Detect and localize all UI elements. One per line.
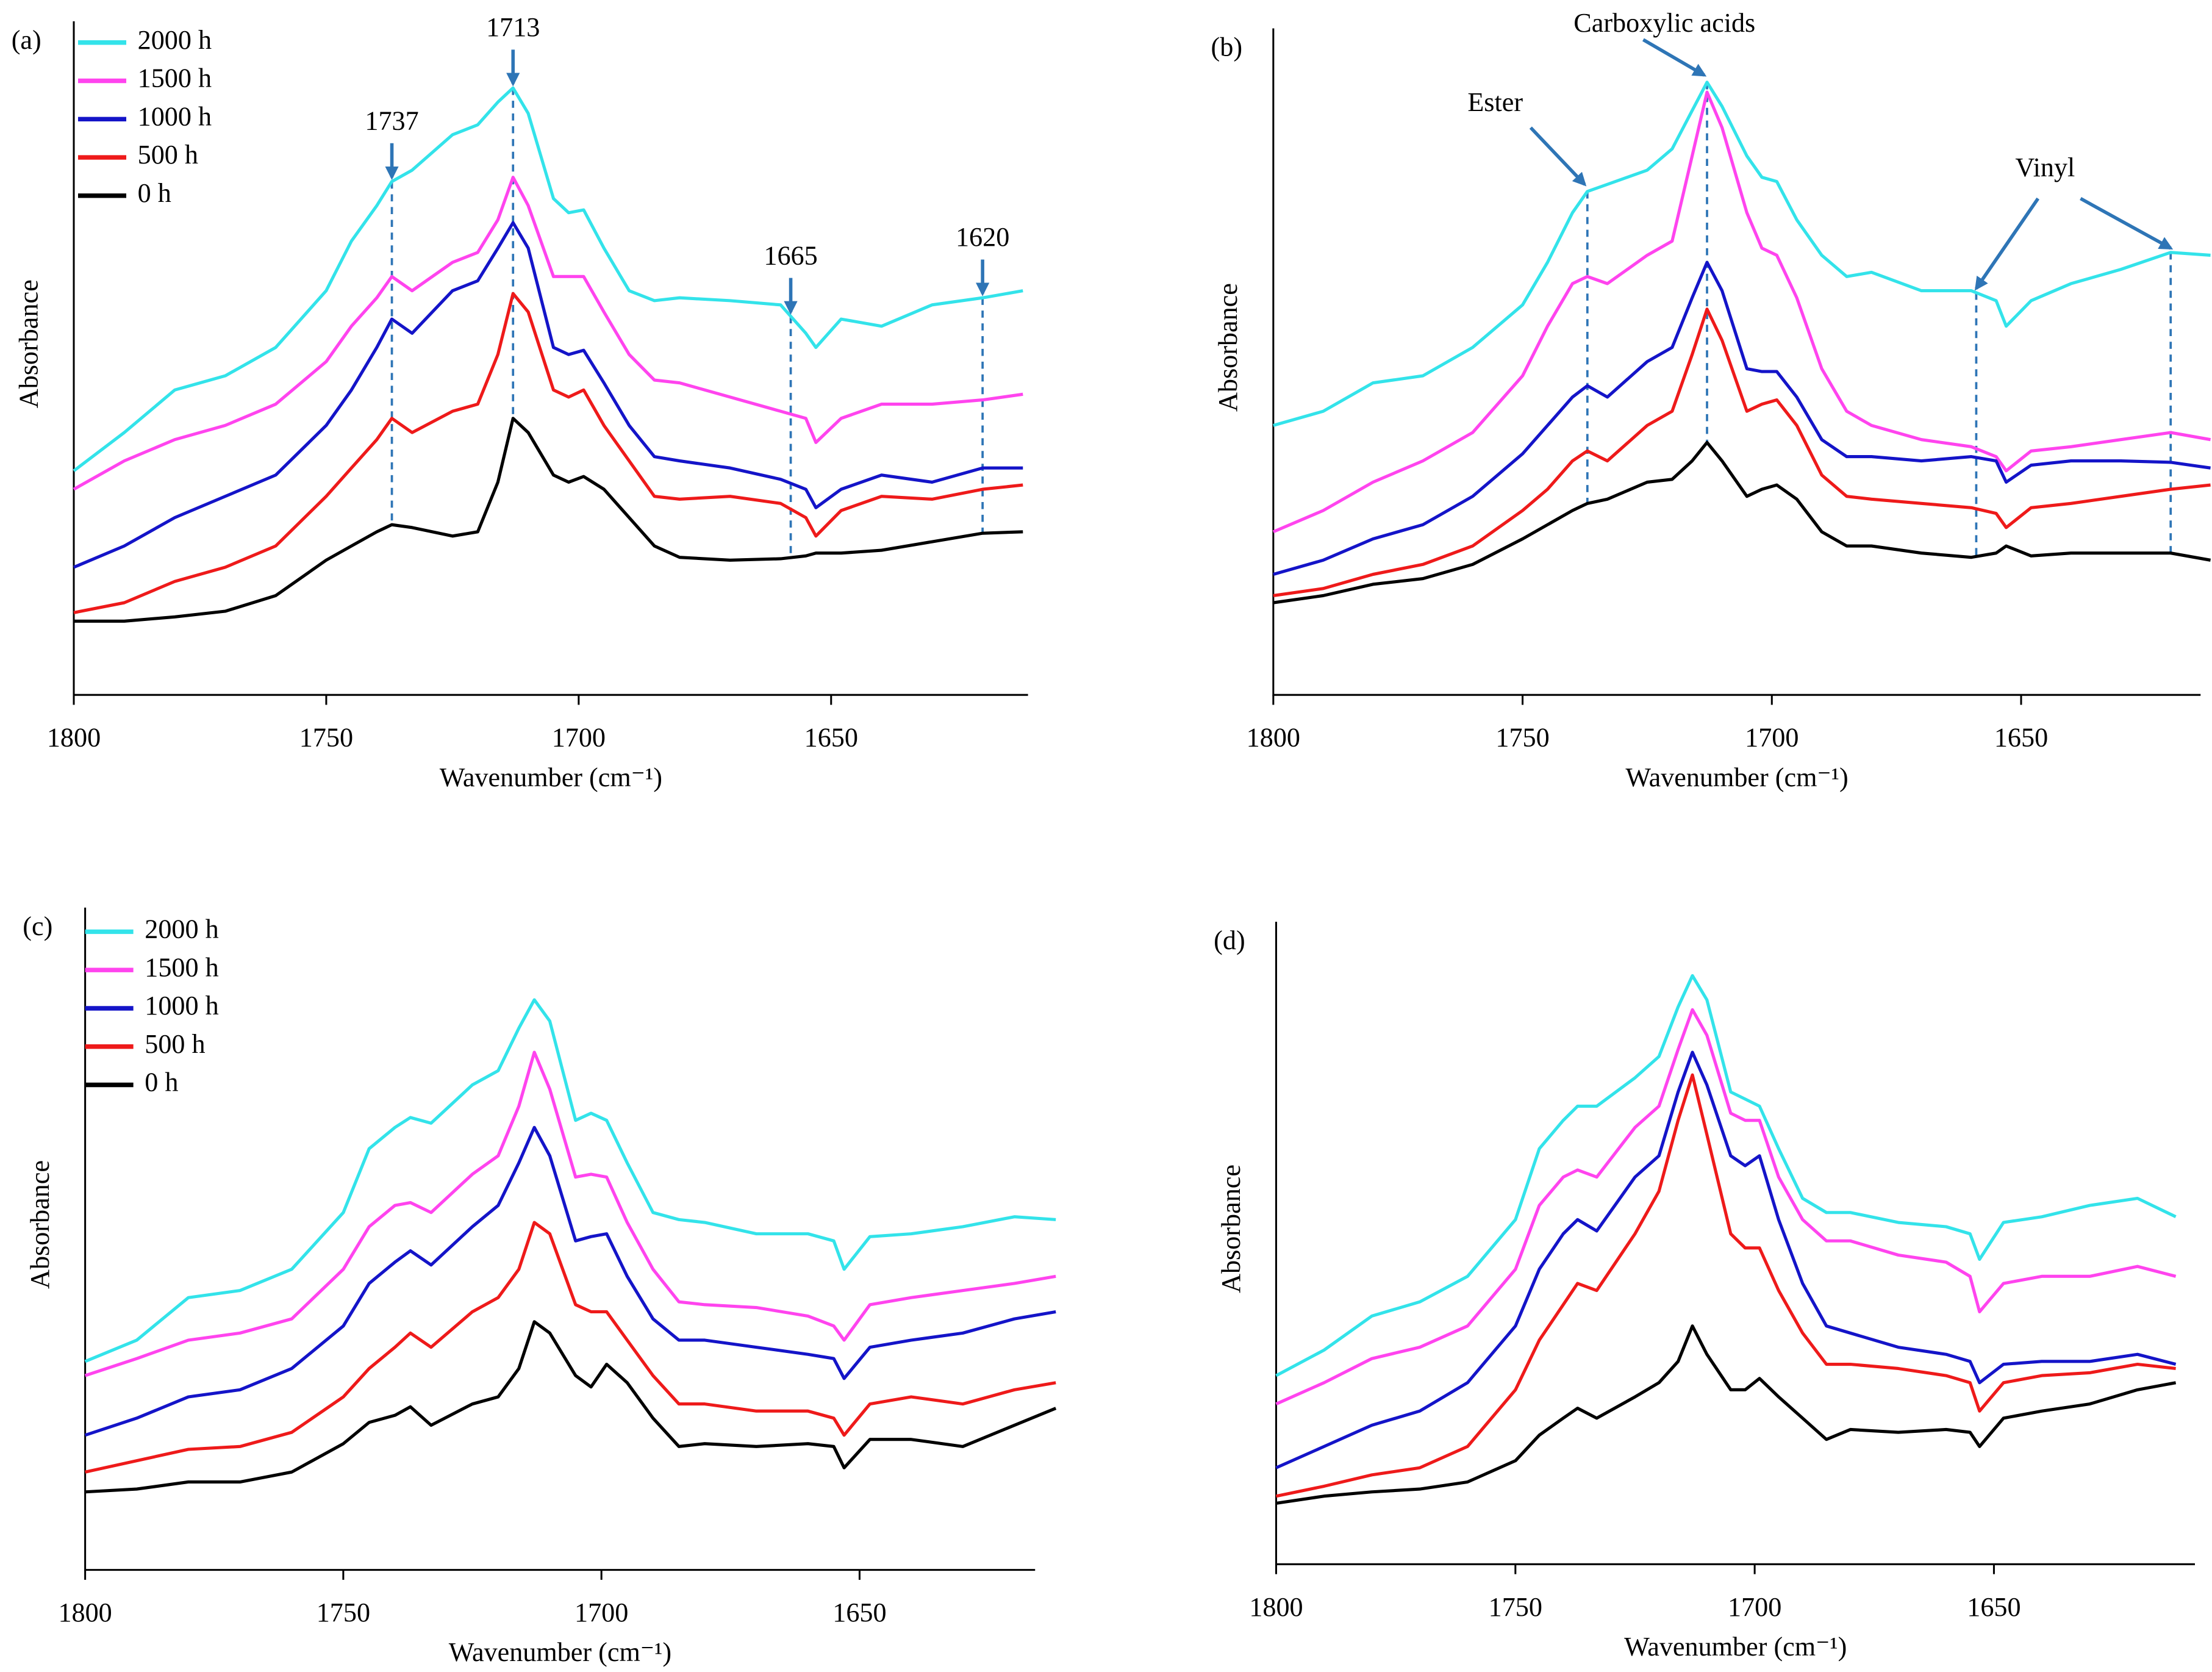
x-axis-label: Wavenumber (cm⁻¹) bbox=[449, 1637, 671, 1667]
spectrum-line bbox=[1275, 1073, 2176, 1498]
x-tick-label: 1750 bbox=[299, 723, 353, 753]
spectrum-line bbox=[84, 1050, 1056, 1377]
legend-label: 1000 h bbox=[145, 991, 218, 1021]
annotation: Carboxylic acids bbox=[1573, 8, 1755, 38]
spectrum-line bbox=[85, 1320, 1057, 1494]
spectrum-line bbox=[1275, 1008, 2177, 1405]
legend-label: 2000 h bbox=[138, 25, 212, 55]
spectrum-line bbox=[73, 292, 1023, 614]
x-tick-label: 1700 bbox=[1728, 1592, 1781, 1622]
y-axis-label: Absorbance bbox=[25, 1160, 55, 1289]
spectrum-line bbox=[1273, 440, 2211, 605]
x-tick-label: 1700 bbox=[1745, 723, 1799, 753]
legend-label: 2000 h bbox=[145, 914, 218, 944]
x-tick-label: 1750 bbox=[1489, 1592, 1542, 1622]
x-tick-label: 1800 bbox=[47, 723, 101, 753]
annotation-arrow bbox=[1642, 38, 1707, 77]
axis-line bbox=[73, 21, 1028, 696]
annotation-arrow bbox=[1974, 197, 2040, 291]
spectrum-line bbox=[1275, 1050, 2177, 1469]
panel-label: (c) bbox=[23, 911, 52, 941]
legend-label: 0 h bbox=[138, 178, 171, 208]
legend-label: 1000 h bbox=[138, 101, 212, 131]
x-tick-label: 1650 bbox=[832, 1598, 886, 1627]
y-axis-label: Absorbance bbox=[13, 279, 43, 408]
legend-label: 500 h bbox=[138, 140, 198, 170]
spectrum-line bbox=[1273, 307, 2211, 597]
annotation-arrow bbox=[1529, 126, 1587, 187]
x-tick-label: 1750 bbox=[1495, 723, 1549, 753]
spectrum-line bbox=[74, 417, 1023, 623]
x-tick-label: 1700 bbox=[552, 723, 606, 753]
axis-line bbox=[1272, 28, 2201, 696]
y-axis-label: Absorbance bbox=[1213, 283, 1243, 412]
legend-label: 1500 h bbox=[145, 952, 218, 982]
legend-label: 500 h bbox=[145, 1029, 205, 1059]
spectrum-line bbox=[73, 176, 1023, 491]
x-tick-label: 1750 bbox=[317, 1598, 370, 1627]
panel: 1800 1750 1700 1650 Wavenumber (cm⁻¹) Absorba… bbox=[23, 907, 1057, 1667]
x-axis-label: Wavenumber (cm⁻¹) bbox=[1625, 762, 1848, 792]
spectrum-line bbox=[1273, 260, 2211, 576]
spectrum-line bbox=[1272, 90, 2211, 534]
x-axis-label: Wavenumber (cm⁻¹) bbox=[440, 762, 662, 792]
annotation: 1713 bbox=[486, 12, 540, 42]
annotation-arrow bbox=[2080, 197, 2174, 250]
x-tick-label: 1650 bbox=[1967, 1592, 2021, 1622]
x-tick-label: 1700 bbox=[574, 1598, 628, 1627]
panel-label: (b) bbox=[1211, 32, 1243, 62]
spectrum-line bbox=[1275, 974, 2177, 1377]
y-axis-label: Absorbance bbox=[1216, 1164, 1246, 1293]
x-tick-label: 1800 bbox=[1247, 723, 1300, 753]
panel: 1800 1750 1700 1650 Wavenumber (cm⁻¹) Absorba… bbox=[1214, 922, 2195, 1662]
panel-label: (a) bbox=[12, 25, 41, 55]
annotation: Vinyl bbox=[2015, 152, 2075, 182]
x-tick-label: 1800 bbox=[58, 1598, 112, 1627]
x-axis-label: Wavenumber (cm⁻¹) bbox=[1624, 1632, 1847, 1662]
x-tick-label: 1800 bbox=[1249, 1592, 1303, 1622]
axis-line bbox=[84, 907, 1036, 1571]
panel-label: (d) bbox=[1214, 925, 1245, 955]
panel: 1800 1750 1700 1650 Wavenumber (cm⁻¹) Absorba… bbox=[12, 12, 1028, 792]
spectrum-line bbox=[1273, 81, 2211, 427]
spectrum-line bbox=[84, 1125, 1056, 1437]
spectrum-line bbox=[73, 221, 1023, 569]
annotation: 1665 bbox=[764, 240, 817, 270]
spectrum-line bbox=[85, 1221, 1056, 1474]
annotation: 1737 bbox=[365, 106, 418, 135]
x-tick-label: 1650 bbox=[804, 723, 858, 753]
spectrum-line bbox=[73, 86, 1023, 472]
spectrum-line bbox=[1276, 1324, 2177, 1505]
x-tick-label: 1650 bbox=[1994, 723, 2048, 753]
annotation: 1620 bbox=[956, 222, 1009, 252]
annotation: Ester bbox=[1467, 87, 1523, 117]
spectrum-line bbox=[84, 998, 1056, 1363]
legend-label: 0 h bbox=[145, 1067, 178, 1097]
legend-label: 1500 h bbox=[138, 63, 212, 93]
panel: 1800 1750 1700 1650 Wavenumber (cm⁻¹) Absorba… bbox=[1211, 8, 2211, 792]
